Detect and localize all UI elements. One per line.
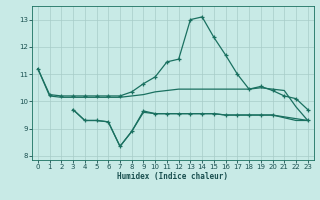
X-axis label: Humidex (Indice chaleur): Humidex (Indice chaleur) bbox=[117, 172, 228, 181]
